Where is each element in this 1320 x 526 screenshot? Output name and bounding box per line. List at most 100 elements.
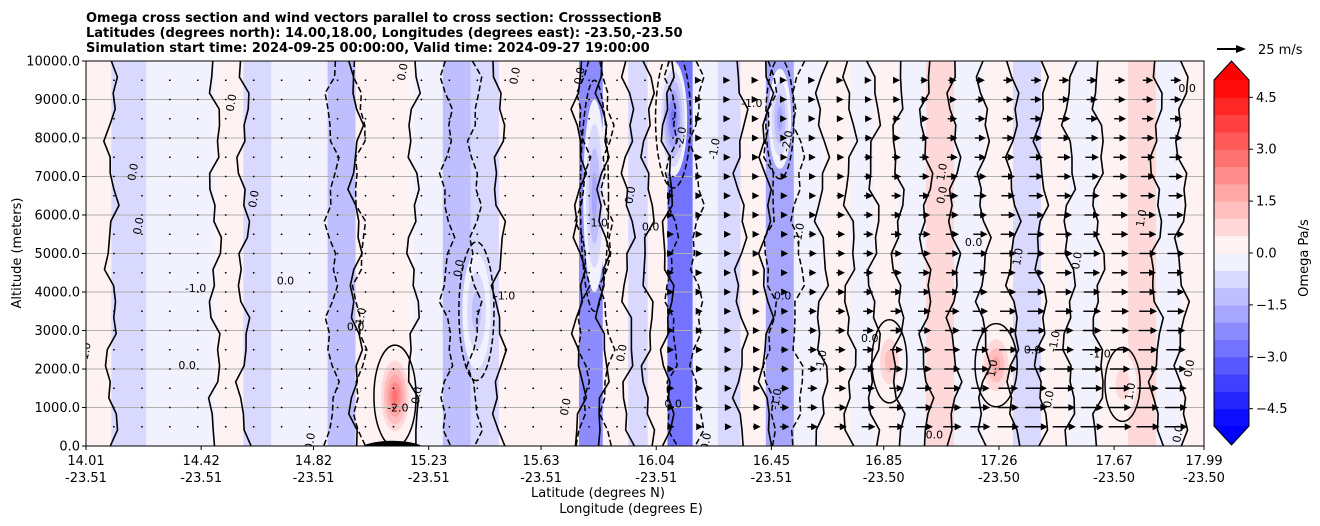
- wind-vector: [476, 98, 479, 101]
- wind-vector: [504, 233, 507, 236]
- wind-vector: [252, 406, 255, 409]
- wind-vector: [392, 291, 395, 293]
- wind-vector: [616, 137, 618, 139]
- colorbar-tick-label: 3.0: [1256, 143, 1277, 158]
- wind-vector-head: [1008, 192, 1016, 200]
- wind-vector-head: [978, 96, 986, 103]
- wind-vector: [308, 156, 311, 159]
- vector-key: 25 m/s: [1217, 43, 1303, 58]
- y-axis-label: Altitude (meters): [10, 198, 25, 309]
- wind-vector-head: [1035, 115, 1043, 123]
- wind-vector-head: [894, 269, 902, 277]
- wind-vector: [476, 406, 479, 409]
- wind-vector: [476, 194, 479, 197]
- colorbar-level: [1214, 114, 1249, 133]
- wind-vector-head: [952, 250, 960, 257]
- wind-vector: [476, 214, 479, 216]
- wind-vector: [168, 425, 171, 428]
- wind-vector: [196, 233, 199, 236]
- contour-label: 0.0: [1170, 424, 1186, 443]
- wind-vector: [588, 117, 590, 120]
- wind-vector-head: [979, 173, 987, 180]
- wind-vector: [448, 214, 451, 216]
- wind-vector: [392, 329, 395, 332]
- wind-vector-head: [1065, 250, 1073, 257]
- wind-vector: [448, 387, 451, 390]
- wind-vector-head: [780, 153, 788, 161]
- wind-vector: [224, 194, 227, 197]
- wind-vector-head: [809, 173, 817, 180]
- wind-vector: [448, 271, 451, 274]
- wind-vector-head: [724, 230, 732, 238]
- wind-vector: [504, 271, 507, 274]
- contour-labels: -1.0-1.0-1.00.00.00.00.00.00.00.00.00.0-…: [86, 62, 1197, 446]
- wind-vector: [141, 387, 143, 390]
- wind-vector: [224, 175, 227, 178]
- wind-vector: [644, 252, 646, 255]
- wind-vector-head: [1008, 269, 1016, 277]
- colorbar-level: [1214, 97, 1249, 116]
- wind-vector: [644, 406, 646, 409]
- wind-vector-head: [724, 307, 732, 315]
- wind-vector-head: [782, 384, 790, 392]
- wind-vector-head: [894, 192, 902, 200]
- wind-vector-head: [781, 346, 789, 354]
- wind-vector-head: [838, 288, 846, 296]
- wind-vector-head: [723, 269, 731, 277]
- wind-vector-head: [1092, 173, 1100, 180]
- wind-vector: [420, 79, 423, 82]
- contour-label: -1.0: [706, 137, 723, 160]
- wind-vector-head: [1009, 307, 1017, 315]
- wind-vector: [308, 387, 311, 390]
- wind-vector-head: [1094, 307, 1102, 315]
- wind-vector: [280, 156, 283, 159]
- wind-vector: [113, 156, 115, 159]
- wind-vector: [141, 368, 143, 370]
- wind-vector: [168, 252, 171, 255]
- wind-vector: [280, 368, 283, 370]
- wind-vector-head: [781, 250, 789, 257]
- wind-vector: [672, 98, 674, 101]
- contour-label: 0.0: [664, 398, 682, 411]
- wind-vector: [392, 348, 395, 351]
- wind-vector: [141, 98, 143, 101]
- wind-vector: [504, 387, 507, 390]
- wind-vector-head: [924, 365, 932, 373]
- wind-vector-head: [838, 327, 846, 334]
- contour-line-negative: [762, 61, 778, 446]
- wind-vector-head: [1090, 96, 1098, 103]
- wind-vectors: [113, 76, 1188, 431]
- wind-vector: [644, 137, 646, 139]
- wind-vector: [196, 156, 199, 159]
- wind-vector: [616, 194, 618, 197]
- wind-vector: [504, 117, 507, 120]
- wind-vector-head: [864, 96, 872, 103]
- wind-vector-head: [981, 307, 989, 315]
- wind-vector-head: [1096, 423, 1104, 431]
- wind-vector: [532, 233, 535, 236]
- wind-vector: [420, 348, 423, 351]
- wind-vector-head: [1095, 365, 1103, 373]
- x-axis-label-latitude: Latitude (degrees N): [531, 486, 665, 501]
- wind-vector-head: [1091, 115, 1099, 123]
- wind-vector: [224, 329, 227, 332]
- wind-vector: [616, 310, 618, 313]
- wind-vector-head: [695, 365, 703, 373]
- wind-vector-head: [780, 173, 788, 180]
- x-tick-label-lat: 15.23: [410, 454, 447, 469]
- wind-vector: [224, 98, 227, 101]
- wind-vector-head: [952, 327, 960, 334]
- wind-vector: [644, 348, 646, 351]
- wind-vector-head: [752, 173, 760, 180]
- wind-vector: [420, 387, 423, 390]
- wind-vector: [280, 252, 283, 255]
- wind-vector: [532, 194, 535, 197]
- wind-vector-head: [983, 423, 991, 431]
- y-tick-label: 8000.0: [35, 132, 81, 147]
- wind-vector-head: [1010, 365, 1018, 373]
- contour-line-negative: [574, 61, 592, 446]
- wind-vector-head: [952, 288, 960, 296]
- wind-vector: [448, 368, 451, 370]
- wind-vector-head: [838, 346, 846, 354]
- wind-vector-head: [1124, 404, 1132, 411]
